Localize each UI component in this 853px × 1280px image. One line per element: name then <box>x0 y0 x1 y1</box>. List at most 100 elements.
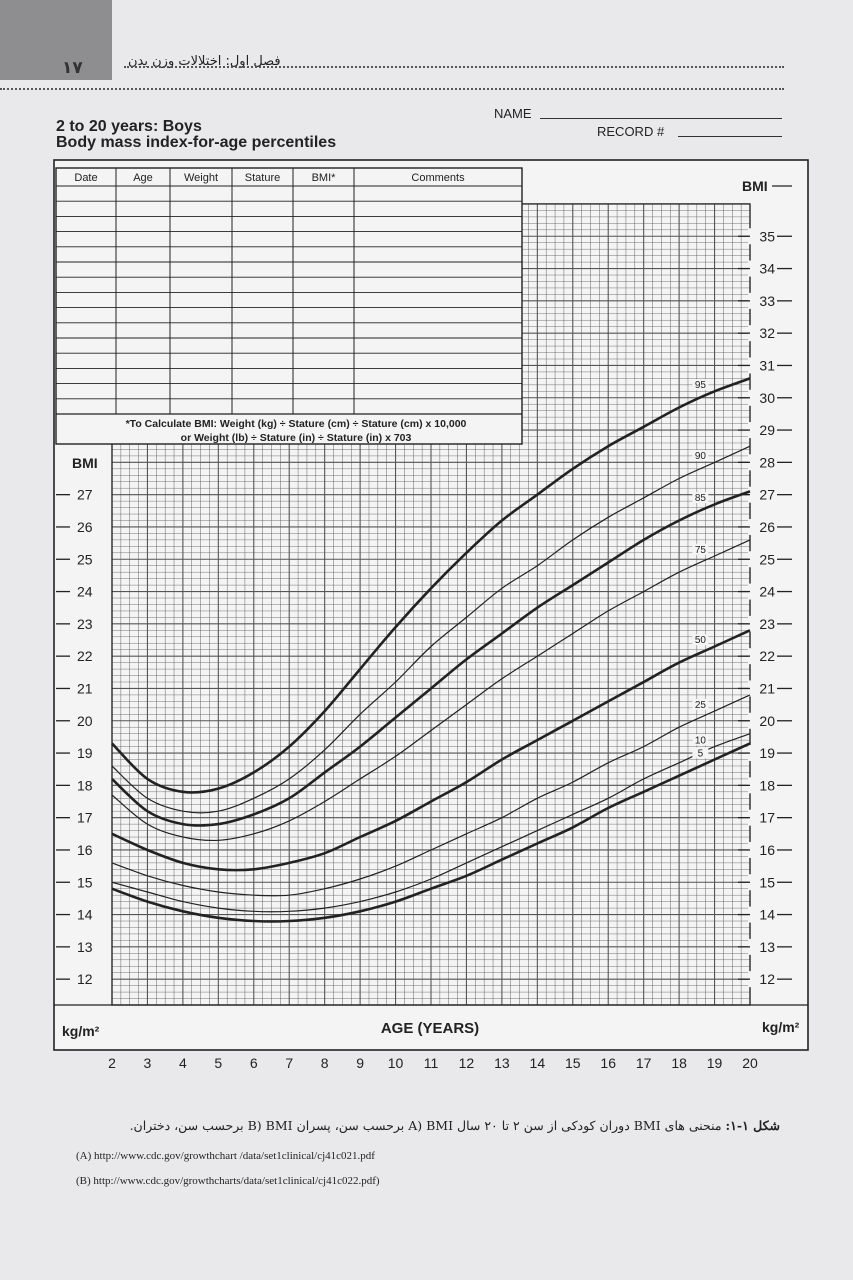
left-y-tick-label: 22 <box>77 648 93 664</box>
left-tick-label-bg <box>74 680 96 697</box>
right-y-tick-label: 19 <box>759 745 775 761</box>
right-y-tick-label: 14 <box>759 907 775 923</box>
right-y-tick-label: 15 <box>759 874 775 890</box>
percentile-label-50: 50 <box>695 635 707 646</box>
chart-title-line1: 2 to 20 years: Boys <box>56 118 202 135</box>
right-y-tick-label: 26 <box>759 519 775 535</box>
right-tick-label-bg <box>748 906 792 923</box>
x-tick-label: 18 <box>671 1055 687 1071</box>
caption-label: شکل ۱-۱: <box>725 1118 780 1133</box>
chart-title-line2: Body mass index-for-age percentiles <box>56 134 337 151</box>
name-label: NAME <box>494 106 532 121</box>
right-y-tick-label: 23 <box>759 616 775 632</box>
percentile-curve-95 <box>111 377 751 794</box>
left-y-tick-label: 17 <box>77 810 93 826</box>
right-y-tick-label: 30 <box>759 390 775 406</box>
left-y-tick-label: 27 <box>77 487 93 503</box>
left-tick-label-bg <box>74 971 96 988</box>
x-tick-label: 11 <box>424 1055 439 1071</box>
right-tick-label-bg <box>748 680 792 697</box>
percentile-label-75: 75 <box>695 545 707 556</box>
x-tick-label: 5 <box>214 1055 222 1071</box>
right-y-tick-label: 27 <box>759 487 775 503</box>
page-number: ۱۷ <box>62 58 83 78</box>
percentile-label-bg <box>692 492 709 504</box>
x-tick-label: 4 <box>179 1055 187 1071</box>
x-tick-label: 9 <box>356 1055 364 1071</box>
right-unit-label: kg/m² <box>762 1019 800 1035</box>
right-y-tick-label: 22 <box>759 648 775 664</box>
table-header-bmi: BMI* <box>312 172 337 184</box>
left-tick-label-bg <box>74 841 96 858</box>
right-y-tick-label: 32 <box>759 325 775 341</box>
left-y-tick-label: 14 <box>77 907 93 923</box>
record-label: RECORD # <box>597 124 665 139</box>
caption-text: منحنی های BMI دوران کودکی از سن ۲ تا ۲۰ … <box>129 1118 722 1133</box>
right-tick-label-bg <box>748 422 792 439</box>
right-tick-label-bg <box>748 325 792 342</box>
right-tick-label-bg <box>748 615 792 632</box>
x-tick-label: 15 <box>565 1055 581 1071</box>
record-table <box>55 167 523 445</box>
right-y-tick-label: 35 <box>759 228 775 244</box>
left-tick-label-bg <box>74 615 96 632</box>
right-y-tick-label: 20 <box>759 713 775 729</box>
right-y-tick-label: 33 <box>759 293 775 309</box>
percentile-label-5: 5 <box>698 748 704 759</box>
left-tick-label-bg <box>74 583 96 600</box>
x-tick-label: 2 <box>108 1055 116 1071</box>
header-divider <box>124 66 784 68</box>
right-tick-label-bg <box>748 841 792 858</box>
x-tick-label: 14 <box>530 1055 546 1071</box>
bmi-growth-chart: Date Age Weight Stature BMI* Comments *To Calc… <box>53 159 809 1071</box>
left-y-tick-label: 23 <box>77 616 93 632</box>
left-tick-label-bg <box>74 486 96 503</box>
x-axis-label-bg <box>300 1017 560 1039</box>
left-tick-label-bg <box>74 809 96 826</box>
right-y-tick-label: 28 <box>759 454 775 470</box>
left-tick-label-bg <box>74 518 96 535</box>
left-y-axis-label: BMI <box>72 455 98 471</box>
x-tick-label: 7 <box>285 1055 293 1071</box>
left-y-tick-label: 18 <box>77 777 93 793</box>
left-y-tick-label: 20 <box>77 713 93 729</box>
right-tick-label-bg <box>748 583 792 600</box>
left-y-tick-label: 21 <box>77 680 93 696</box>
right-tick-label-bg <box>748 486 792 503</box>
right-tick-label-bg <box>748 389 792 406</box>
x-tick-label: 6 <box>250 1055 258 1071</box>
percentile-curve-25 <box>111 694 751 897</box>
left-tick-label-bg <box>74 745 96 762</box>
left-tick-label-bg <box>74 712 96 729</box>
percentile-label-85: 85 <box>695 493 707 504</box>
left-y-tick-label: 13 <box>77 939 93 955</box>
x-tick-label: 13 <box>494 1055 510 1071</box>
percentile-label-90: 90 <box>695 451 707 462</box>
left-y-tick-label: 24 <box>77 584 93 600</box>
percentile-label-bg <box>692 634 709 646</box>
chapter-title: فصل اول: اختلالات وزن بدن <box>128 54 281 69</box>
left-unit-label: kg/m² <box>62 1023 100 1039</box>
right-tick-label-bg <box>748 228 792 245</box>
right-tick-label-bg <box>748 648 792 665</box>
left-tick-label-bg <box>74 777 96 794</box>
right-tick-label-bg <box>748 809 792 826</box>
percentile-curve-5 <box>111 742 751 923</box>
table-header-comments: Comments <box>411 172 465 184</box>
right-axis-label-bg <box>738 178 794 194</box>
right-y-tick-label: 21 <box>759 680 775 696</box>
percentile-label-bg <box>692 734 709 746</box>
right-tick-label-bg <box>748 454 792 471</box>
percentile-curve-50 <box>111 629 751 872</box>
right-tick-label-bg <box>748 712 792 729</box>
right-tick-label-bg <box>748 260 792 277</box>
x-tick-label: 20 <box>742 1055 758 1071</box>
left-y-tick-label: 26 <box>77 519 93 535</box>
right-tick-label-bg <box>748 971 792 988</box>
percentile-label-bg <box>692 379 709 391</box>
right-tick-label-bg <box>748 938 792 955</box>
x-tick-label: 3 <box>144 1055 152 1071</box>
name-field[interactable] <box>540 118 782 119</box>
x-axis-label: AGE (YEARS) <box>381 1020 479 1037</box>
record-field[interactable] <box>678 136 782 137</box>
